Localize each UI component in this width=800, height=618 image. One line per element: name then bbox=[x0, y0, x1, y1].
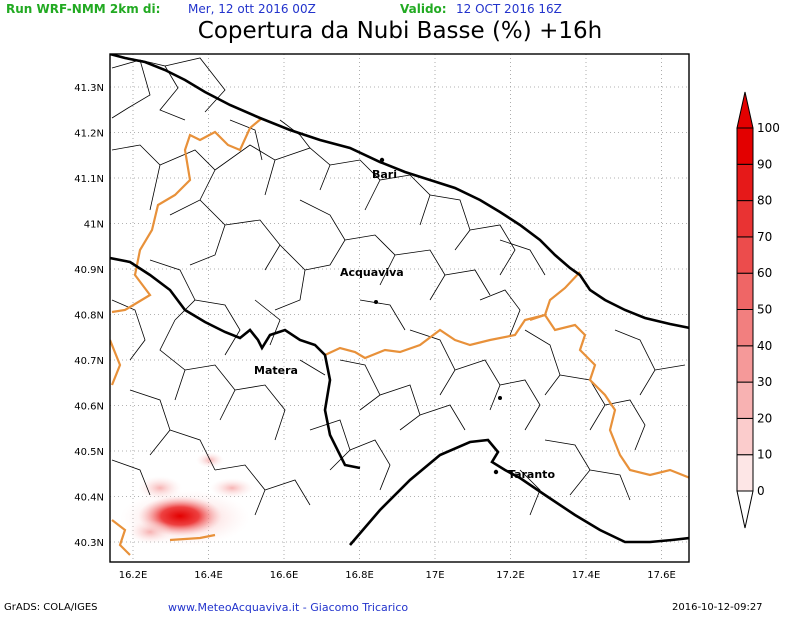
colorbar-tick-label: 70 bbox=[757, 230, 772, 244]
colorbar: 0 10 20 30 40 50 60 70 80 90 100 bbox=[736, 91, 780, 529]
lat-tick-label: 41.1N bbox=[74, 174, 104, 185]
colorbar-tick-label: 20 bbox=[757, 411, 772, 425]
lon-tick-label: 17.4E bbox=[572, 570, 601, 581]
lat-tick-label: 40.3N bbox=[74, 538, 104, 549]
city-label-taranto: Taranto bbox=[508, 468, 555, 481]
footer-credit-grads: GrADS: COLA/IGES bbox=[4, 602, 98, 613]
city-label-matera: Matera bbox=[254, 364, 298, 377]
lon-tick-label: 17.6E bbox=[647, 570, 676, 581]
lon-tick-label: 16.4E bbox=[194, 570, 223, 581]
city-markers: Bari Acquaviva Matera Taranto bbox=[254, 157, 555, 481]
colorbar-tick-label: 60 bbox=[757, 266, 772, 280]
city-label-acquaviva: Acquaviva bbox=[340, 266, 404, 279]
longitude-labels: 16.2E 16.4E 16.6E 16.8E 17E 17.2E 17.4E 17.6E bbox=[119, 570, 676, 581]
colorbar-tick-label: 40 bbox=[757, 339, 772, 353]
colorbar-low-arrow bbox=[736, 490, 754, 529]
colorbar-tick-label: 30 bbox=[757, 375, 772, 389]
run-label: Run WRF-NMM 2km di: bbox=[6, 2, 161, 16]
colorbar-tick-label: 0 bbox=[757, 484, 765, 498]
colorbar-tick-label: 10 bbox=[757, 448, 772, 462]
coastline bbox=[110, 54, 689, 546]
colorbar-segment bbox=[736, 417, 754, 456]
lon-tick-label: 17E bbox=[425, 570, 444, 581]
cloud-cover-field bbox=[120, 452, 254, 546]
lat-tick-label: 40.9N bbox=[74, 265, 104, 276]
lon-tick-label: 17.2E bbox=[496, 570, 525, 581]
colorbar-high-arrow bbox=[736, 91, 754, 129]
latitude-labels: 40.3N 40.4N 40.5N 40.6N 40.7N 40.8N 40.9N 41N 41… bbox=[74, 83, 104, 549]
footer-timestamp: 2016-10-12-09:27 bbox=[672, 602, 763, 613]
graticule bbox=[110, 54, 689, 562]
lon-tick-label: 16.2E bbox=[119, 570, 148, 581]
colorbar-tick-label: 90 bbox=[757, 157, 772, 171]
colorbar-segment bbox=[736, 127, 754, 165]
colorbar-tick-label: 100 bbox=[757, 121, 780, 135]
lat-tick-label: 41N bbox=[84, 220, 104, 231]
lon-tick-label: 16.6E bbox=[270, 570, 299, 581]
colorbar-segment bbox=[736, 272, 754, 311]
colorbar-segment bbox=[736, 381, 754, 419]
colorbar-segment bbox=[736, 163, 754, 202]
colorbar-segment bbox=[736, 309, 754, 347]
lat-tick-label: 40.6N bbox=[74, 402, 104, 413]
colorbar-segment bbox=[736, 345, 754, 383]
regional-borders bbox=[110, 117, 689, 556]
map-title: Copertura da Nubi Basse (%) +16h bbox=[197, 18, 603, 44]
colorbar-tick-label: 80 bbox=[757, 194, 772, 208]
run-date: Mer, 12 ott 2016 00Z bbox=[188, 2, 316, 16]
lat-tick-label: 40.8N bbox=[74, 311, 104, 322]
colorbar-tick-label: 50 bbox=[757, 303, 772, 317]
lat-tick-label: 40.7N bbox=[74, 356, 104, 367]
valid-label: Valido: bbox=[400, 2, 447, 16]
colorbar-segment bbox=[736, 236, 754, 274]
lat-tick-label: 40.4N bbox=[74, 493, 104, 504]
footer-credit-site[interactable]: www.MeteoAcquaviva.it - Giacomo Tricaric… bbox=[168, 601, 409, 614]
colorbar-segment bbox=[736, 200, 754, 238]
map-frame bbox=[109, 53, 690, 563]
colorbar-segment bbox=[736, 454, 754, 492]
municipal-borders bbox=[111, 57, 686, 516]
city-label-bari: Bari bbox=[372, 168, 397, 181]
lat-tick-label: 41.3N bbox=[74, 83, 104, 94]
lon-tick-label: 16.8E bbox=[345, 570, 374, 581]
lat-tick-label: 40.5N bbox=[74, 447, 104, 458]
valid-date: 12 OCT 2016 16Z bbox=[456, 2, 562, 16]
lat-tick-label: 41.2N bbox=[74, 129, 104, 140]
